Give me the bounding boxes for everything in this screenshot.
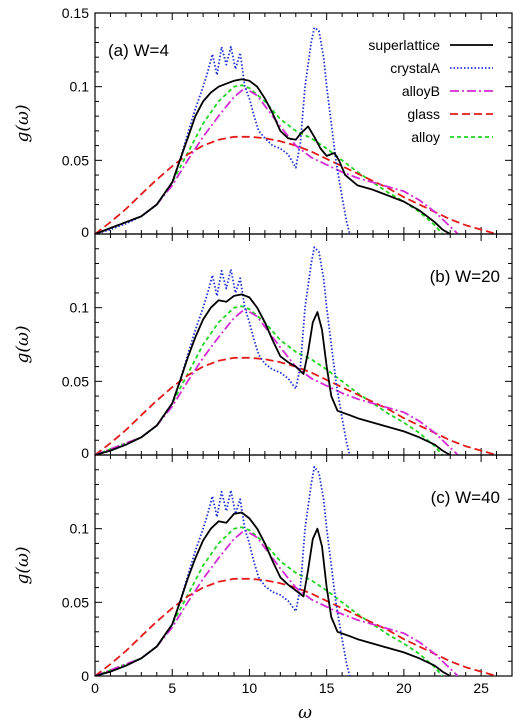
y-axis-label: g(ω): [13, 325, 33, 363]
x-axis-label: ω: [298, 703, 312, 721]
y-tick-label: 0.05: [62, 373, 89, 389]
x-tick-label: 0: [91, 680, 99, 696]
series-line-alloyB: [95, 529, 459, 676]
legend-label-alloy: alloy: [411, 129, 440, 145]
panel-1: 0 0.05 0.1 g(ω) (b) W=20: [13, 233, 513, 461]
legend-label-superlattice: superlattice: [368, 37, 440, 53]
series-line-crystalA: [95, 465, 351, 676]
legend-label-crystalA: crystalA: [390, 60, 440, 76]
series-line-superlattice: [95, 293, 451, 455]
panel-label: (a) W=4: [108, 41, 169, 60]
series-line-crystalA: [95, 26, 351, 234]
x-tick-label: 25: [473, 680, 489, 696]
series-line-glass: [95, 577, 497, 676]
x-tick-label: 10: [242, 680, 258, 696]
legend-label-alloyB: alloyB: [402, 83, 440, 99]
panel-0: 0 0.05 0.1 0.15 g(ω) (a) W=4 superlattice cryst…: [13, 5, 513, 240]
series-line-alloyB: [95, 308, 459, 455]
series-line-alloy: [95, 84, 444, 234]
panel-2: 0 0.05 0.1 0 5 10 15 20 25 g(ω) (c) W=40: [13, 454, 513, 696]
y-tick-label: 0.05: [62, 152, 89, 168]
legend: superlattice crystalA alloyB glass alloy: [368, 37, 493, 145]
panel-label: (b) W=20: [430, 267, 500, 286]
x-tick-label: 5: [168, 680, 176, 696]
series-line-superlattice: [95, 511, 451, 676]
y-tick-label: 0.1: [70, 300, 90, 316]
y-tick-label: 0.1: [70, 79, 90, 95]
y-tick-label: 0: [81, 445, 89, 461]
legend-label-glass: glass: [407, 106, 440, 122]
y-tick-label: 0.1: [70, 521, 90, 537]
figure-panels: 00.050.10.15g(ω)(a) W=4 superlatticecryst…: [13, 5, 513, 696]
x-tick-label: 20: [396, 680, 412, 696]
series-line-glass: [95, 356, 497, 455]
series-line-crystalA: [95, 246, 351, 455]
y-tick-label: 0: [81, 224, 89, 240]
series-line-superlattice: [95, 78, 451, 234]
panel-label: (c) W=40: [431, 488, 500, 507]
y-axis-label: g(ω): [13, 104, 33, 142]
x-tick-label: 15: [319, 680, 335, 696]
series-line-alloyB: [95, 87, 459, 234]
y-tick-label: 0.05: [62, 594, 89, 610]
y-axis-label: g(ω): [13, 546, 33, 584]
y-tick-label: 0.15: [62, 5, 89, 21]
plot-frame: [94, 454, 513, 677]
series-line-glass: [95, 135, 497, 234]
y-tick-label: 0: [81, 668, 89, 684]
